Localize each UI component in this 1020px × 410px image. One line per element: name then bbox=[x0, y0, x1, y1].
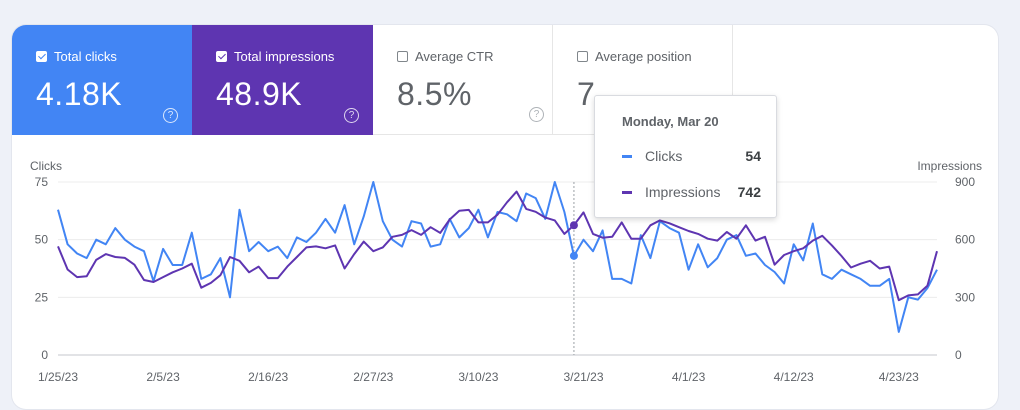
average-position-label: Average position bbox=[595, 49, 692, 64]
chart-tooltip: Monday, Mar 20 Clicks 54 Impressions 742 bbox=[594, 95, 777, 218]
tooltip-clicks-label: Clicks bbox=[645, 148, 683, 164]
total-impressions-tile[interactable]: Total impressions 48.9K ? bbox=[192, 25, 373, 135]
average-position-header: Average position bbox=[577, 49, 732, 64]
right-tick-label: 900 bbox=[955, 175, 975, 189]
tooltip-date: Monday, Mar 20 bbox=[622, 114, 719, 129]
hover-point-impressions bbox=[569, 221, 578, 230]
tooltip-impressions-value: 742 bbox=[737, 184, 761, 200]
average-ctr-header: Average CTR bbox=[397, 49, 552, 64]
right-axis-label: Impressions bbox=[917, 159, 982, 173]
checkbox-icon[interactable] bbox=[577, 51, 588, 62]
right-tick-label: 0 bbox=[955, 348, 962, 362]
series-line-impressions bbox=[57, 190, 938, 302]
checkbox-icon[interactable] bbox=[36, 51, 47, 62]
average-ctr-label: Average CTR bbox=[415, 49, 494, 64]
help-icon[interactable]: ? bbox=[344, 108, 359, 123]
checkbox-icon[interactable] bbox=[216, 51, 227, 62]
impressions-swatch bbox=[622, 190, 632, 194]
help-icon[interactable]: ? bbox=[163, 108, 178, 123]
tooltip-clicks-value: 54 bbox=[745, 148, 761, 164]
total-clicks-value: 4.18K bbox=[36, 76, 123, 112]
checkbox-icon[interactable] bbox=[397, 51, 408, 62]
tooltip-row-clicks: Clicks 54 bbox=[622, 147, 761, 165]
tooltip-row-impressions: Impressions 742 bbox=[622, 183, 761, 201]
x-tick-label: 2/27/23 bbox=[353, 370, 393, 384]
performance-card: Total clicks 4.18K ? Total impressions 4… bbox=[12, 25, 998, 409]
total-impressions-label: Total impressions bbox=[234, 49, 335, 64]
tooltip-impressions-label: Impressions bbox=[645, 184, 721, 200]
x-tick-label: 4/12/23 bbox=[774, 370, 814, 384]
help-icon[interactable]: ? bbox=[529, 107, 544, 122]
average-ctr-tile[interactable]: Average CTR 8.5% ? bbox=[373, 25, 553, 135]
total-clicks-tile[interactable]: Total clicks 4.18K ? bbox=[12, 25, 192, 135]
hover-point-clicks bbox=[569, 251, 578, 260]
x-tick-label: 2/5/23 bbox=[146, 370, 180, 384]
left-axis-label: Clicks bbox=[30, 159, 62, 173]
right-tick-label: 600 bbox=[955, 233, 975, 247]
x-tick-label: 4/23/23 bbox=[879, 370, 919, 384]
clicks-swatch bbox=[622, 154, 632, 158]
x-tick-label: 3/10/23 bbox=[458, 370, 498, 384]
total-clicks-header: Total clicks bbox=[36, 49, 192, 64]
total-clicks-label: Total clicks bbox=[54, 49, 117, 64]
average-position-value: 7 bbox=[577, 76, 596, 112]
total-impressions-header: Total impressions bbox=[216, 49, 373, 64]
left-tick-label: 75 bbox=[35, 175, 49, 189]
left-tick-label: 0 bbox=[41, 348, 48, 362]
x-tick-label: 4/1/23 bbox=[672, 370, 706, 384]
left-tick-label: 25 bbox=[35, 290, 49, 304]
series-line-clicks bbox=[57, 181, 938, 333]
metric-tiles: Total clicks 4.18K ? Total impressions 4… bbox=[12, 25, 998, 135]
average-ctr-value: 8.5% bbox=[397, 76, 472, 112]
left-tick-label: 50 bbox=[35, 233, 49, 247]
x-tick-label: 1/25/23 bbox=[38, 370, 78, 384]
total-impressions-value: 48.9K bbox=[216, 76, 303, 112]
right-tick-label: 300 bbox=[955, 290, 975, 304]
x-tick-label: 2/16/23 bbox=[248, 370, 288, 384]
x-tick-label: 3/21/23 bbox=[563, 370, 603, 384]
